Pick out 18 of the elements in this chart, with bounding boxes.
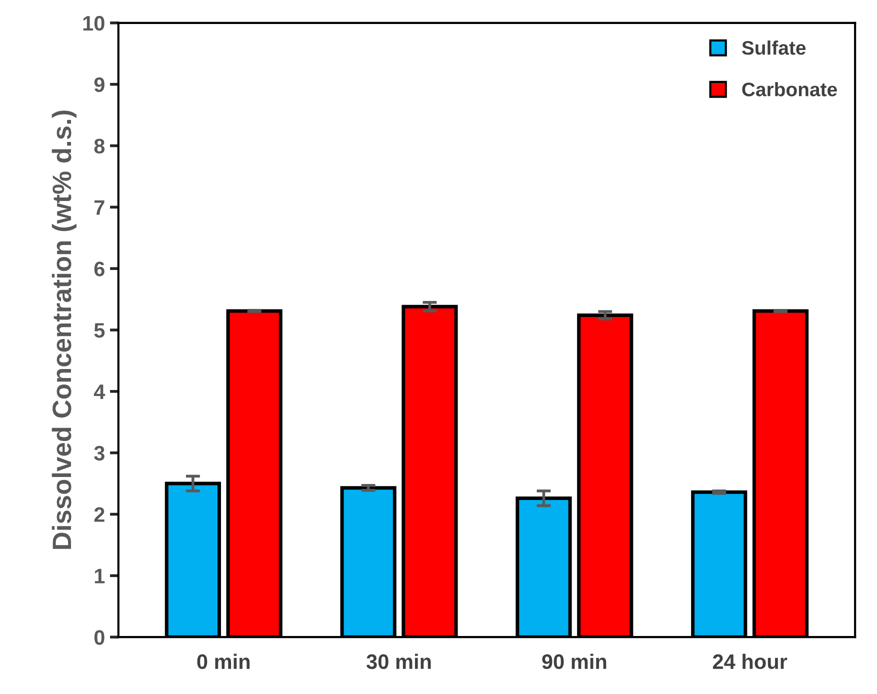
y-tick-label: 0 [94,630,104,645]
x-tick-label: 24 hour [712,654,788,670]
y-tick-label: 5 [94,323,105,338]
y-tick-label: 9 [94,77,104,92]
y-tick-label: 6 [94,262,104,276]
y-tick-label: 4 [94,384,106,399]
y-tick-label: 8 [94,138,105,154]
y-tick-label: 1 [94,568,105,584]
y-tick-label: 3 [94,446,104,461]
y-axis-title: Dissolved Concentration (wt% d.s.) [52,110,76,549]
y-tick-label: 10 [83,16,104,31]
legend-label: Carbonate [742,82,837,96]
x-tick-label: 30 min [366,654,431,670]
legend-label: Sulfate [742,40,806,55]
y-tick-label: 7 [94,200,104,215]
x-tick-label: 0 min [197,654,250,670]
x-tick-label: 90 min [542,654,606,670]
y-tick-label: 2 [94,507,104,522]
